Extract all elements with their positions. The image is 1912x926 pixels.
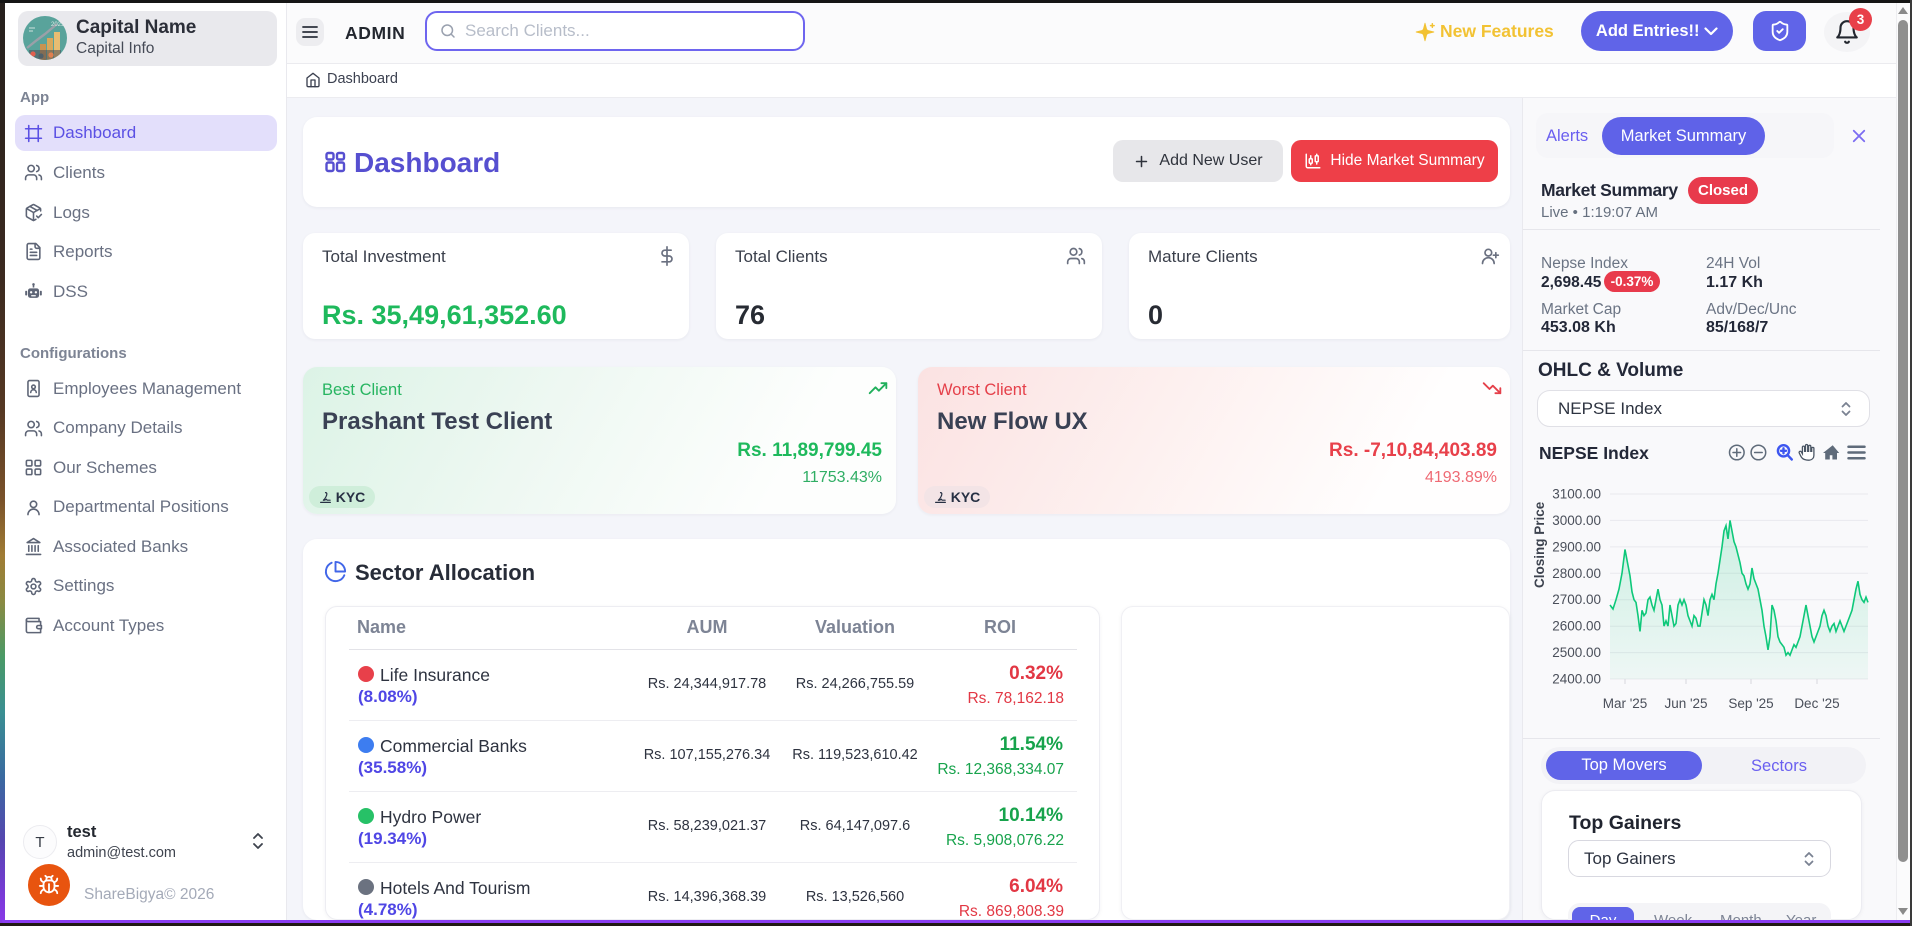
svg-text:Closing Price: Closing Price xyxy=(1532,501,1547,588)
svg-text:2900.00: 2900.00 xyxy=(1552,539,1601,554)
svg-text:3000.00: 3000.00 xyxy=(1552,513,1601,528)
svg-text:Sep '25: Sep '25 xyxy=(1728,696,1773,711)
svg-text:2400.00: 2400.00 xyxy=(1552,672,1601,687)
svg-text:2500.00: 2500.00 xyxy=(1552,645,1601,660)
svg-text:Dec '25: Dec '25 xyxy=(1794,696,1839,711)
svg-text:Mar '25: Mar '25 xyxy=(1603,696,1648,711)
svg-text:2025: 2025 xyxy=(51,22,65,28)
svg-text:2800.00: 2800.00 xyxy=(1552,566,1601,581)
svg-text:2700.00: 2700.00 xyxy=(1552,592,1601,607)
svg-text:3100.00: 3100.00 xyxy=(1552,487,1601,502)
svg-text:2600.00: 2600.00 xyxy=(1552,619,1601,634)
svg-text:Jun '25: Jun '25 xyxy=(1664,696,1707,711)
